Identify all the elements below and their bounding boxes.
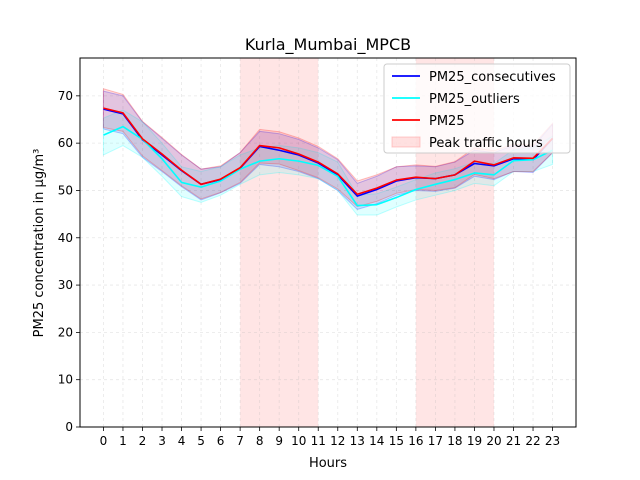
series-line-pm25-outliers — [103, 125, 553, 207]
plot-area-frame — [79, 57, 577, 428]
y-tick-label: 30 — [58, 278, 73, 292]
x-tick-label: 12 — [330, 434, 345, 448]
x-tick-label: 11 — [311, 434, 326, 448]
series-line-pm25 — [103, 107, 554, 196]
legend-label: PM25_consecutives — [429, 70, 556, 85]
x-tick-label: 21 — [506, 434, 521, 448]
x-tick-label: 19 — [467, 434, 482, 448]
x-tick-label: 7 — [236, 434, 244, 448]
legend-label: PM25 — [429, 114, 465, 129]
x-tick-label: 6 — [217, 434, 225, 448]
y-tick-label: 10 — [58, 373, 73, 387]
legend: PM25_consecutives PM25_outliers PM25 Peak t… — [383, 63, 571, 154]
x-tick-label: 1 — [119, 434, 127, 448]
x-axis-ticks: 0 1 2 3 4 5 6 7 8 9 10 11 12 13 14 15 16 17 18 19 20 21 22 23 — [100, 427, 560, 448]
x-tick-label: 16 — [408, 434, 423, 448]
band-pm25-outliers — [102, 109, 554, 216]
x-tick-label: 17 — [428, 434, 443, 448]
x-tick-label: 3 — [158, 434, 166, 448]
y-tick-label: 40 — [58, 231, 73, 245]
x-tick-label: 10 — [291, 434, 306, 448]
series-lines — [103, 107, 554, 207]
x-tick-label: 9 — [275, 434, 283, 448]
x-tick-label: 22 — [525, 434, 540, 448]
x-tick-label: 0 — [100, 434, 108, 448]
legend-label: PM25_outliers — [429, 92, 520, 107]
y-axis-label: PM25 concentration in μg/m³ — [32, 149, 47, 338]
chart-title: Kurla_Mumbai_MPCB — [245, 35, 411, 55]
x-tick-label: 5 — [197, 434, 205, 448]
y-axis-ticks: 0 10 20 30 40 50 60 70 — [58, 89, 80, 434]
y-tick-label: 70 — [58, 89, 73, 103]
y-tick-label: 20 — [58, 325, 73, 339]
y-tick-label: 50 — [58, 183, 73, 197]
y-tick-label: 60 — [58, 136, 73, 150]
x-tick-label: 8 — [256, 434, 264, 448]
legend-label: Peak traffic hours — [429, 136, 543, 151]
x-tick-label: 20 — [486, 434, 501, 448]
x-tick-label: 4 — [178, 434, 186, 448]
x-tick-label: 15 — [389, 434, 404, 448]
x-tick-label: 2 — [139, 434, 147, 448]
x-tick-label: 14 — [369, 434, 384, 448]
x-tick-label: 23 — [545, 434, 560, 448]
x-tick-label: 18 — [447, 434, 462, 448]
x-axis-label: Hours — [309, 456, 347, 471]
x-tick-label: 13 — [350, 434, 365, 448]
peak-traffic-region-0 — [240, 58, 319, 427]
legend-box — [383, 63, 571, 154]
legend-swatch-peak-traffic-hours — [391, 136, 421, 148]
y-tick-label: 0 — [65, 420, 73, 434]
